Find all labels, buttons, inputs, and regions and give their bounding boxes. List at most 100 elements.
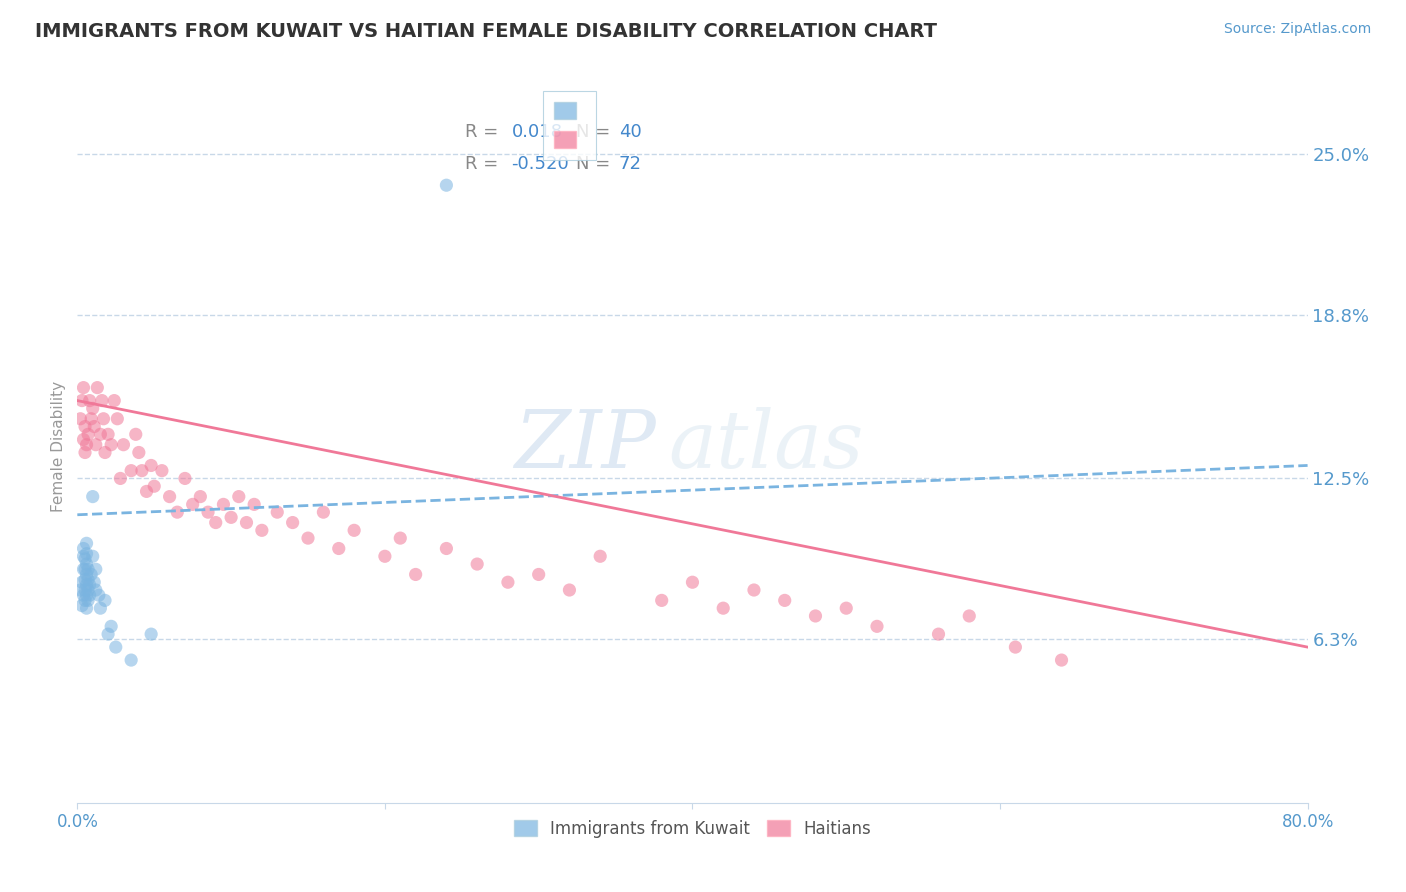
Point <box>93 411 115 425</box>
Point <box>389 531 412 545</box>
Point <box>405 567 427 582</box>
Point <box>125 427 148 442</box>
Point <box>112 438 135 452</box>
Point <box>73 562 96 576</box>
Point <box>76 601 98 615</box>
Point <box>651 593 673 607</box>
Point <box>77 573 100 587</box>
Point <box>235 516 257 530</box>
Point <box>94 445 117 459</box>
Point <box>82 490 104 504</box>
Point <box>70 575 93 590</box>
Point <box>312 505 335 519</box>
Point <box>80 567 103 582</box>
Point <box>250 524 273 538</box>
Point <box>76 578 98 592</box>
Point <box>105 411 128 425</box>
Point <box>90 393 114 408</box>
Point <box>773 593 796 607</box>
Point <box>558 582 581 597</box>
Point <box>79 393 101 408</box>
Point <box>76 557 98 571</box>
Point <box>465 557 488 571</box>
Point <box>100 438 122 452</box>
Point <box>496 575 519 590</box>
Text: 72: 72 <box>619 155 641 173</box>
Point <box>77 593 100 607</box>
Point <box>219 510 242 524</box>
Point <box>135 484 157 499</box>
Point <box>682 575 704 590</box>
Point <box>76 438 98 452</box>
Point <box>711 601 734 615</box>
Point <box>197 505 219 519</box>
Point <box>141 458 163 473</box>
Point <box>128 445 150 459</box>
Point <box>83 575 105 590</box>
Point <box>804 609 827 624</box>
Point <box>84 582 107 597</box>
Legend: Immigrants from Kuwait, Haitians: Immigrants from Kuwait, Haitians <box>508 814 877 845</box>
Point <box>97 627 120 641</box>
Point <box>80 411 103 425</box>
Point <box>742 582 765 597</box>
Point <box>104 640 127 654</box>
Point <box>97 427 120 442</box>
Point <box>374 549 396 564</box>
Point <box>143 479 166 493</box>
Y-axis label: Female Disability: Female Disability <box>51 380 66 512</box>
Point <box>243 497 266 511</box>
Text: R =: R = <box>465 155 503 173</box>
Point <box>174 471 197 485</box>
Point <box>228 490 250 504</box>
Point <box>82 549 104 564</box>
Point <box>73 552 96 566</box>
Point <box>103 393 125 408</box>
Point <box>73 573 96 587</box>
Point <box>1004 640 1026 654</box>
Point <box>72 433 94 447</box>
Point <box>527 567 550 582</box>
Point <box>72 588 94 602</box>
Point <box>77 427 100 442</box>
Point <box>73 582 96 597</box>
Point <box>70 393 93 408</box>
Point <box>204 516 226 530</box>
Point <box>73 445 96 459</box>
Point <box>72 381 94 395</box>
Point <box>343 524 366 538</box>
Point <box>866 619 889 633</box>
Text: atlas: atlas <box>668 408 863 484</box>
Text: N =: N = <box>575 155 616 173</box>
Point <box>77 562 100 576</box>
Point <box>70 599 93 613</box>
Point <box>957 609 980 624</box>
Point <box>181 497 204 511</box>
Point <box>436 541 458 556</box>
Text: IMMIGRANTS FROM KUWAIT VS HAITIAN FEMALE DISABILITY CORRELATION CHART: IMMIGRANTS FROM KUWAIT VS HAITIAN FEMALE… <box>35 22 938 41</box>
Point <box>79 588 101 602</box>
Point <box>76 588 98 602</box>
Text: 40: 40 <box>619 123 641 141</box>
Point <box>1050 653 1073 667</box>
Point <box>589 549 612 564</box>
Point <box>150 464 173 478</box>
Point <box>76 536 98 550</box>
Point <box>72 549 94 564</box>
Point <box>77 582 100 597</box>
Point <box>73 593 96 607</box>
Point <box>159 490 181 504</box>
Point <box>100 619 122 633</box>
Text: 0.018: 0.018 <box>512 123 562 141</box>
Text: R =: R = <box>465 123 503 141</box>
Point <box>84 438 107 452</box>
Point <box>84 562 107 576</box>
Text: ZIP: ZIP <box>513 408 655 484</box>
Point <box>89 601 111 615</box>
Point <box>266 505 288 519</box>
Point <box>87 588 110 602</box>
Point <box>188 490 212 504</box>
Point <box>297 531 319 545</box>
Point <box>835 601 858 615</box>
Point <box>120 464 142 478</box>
